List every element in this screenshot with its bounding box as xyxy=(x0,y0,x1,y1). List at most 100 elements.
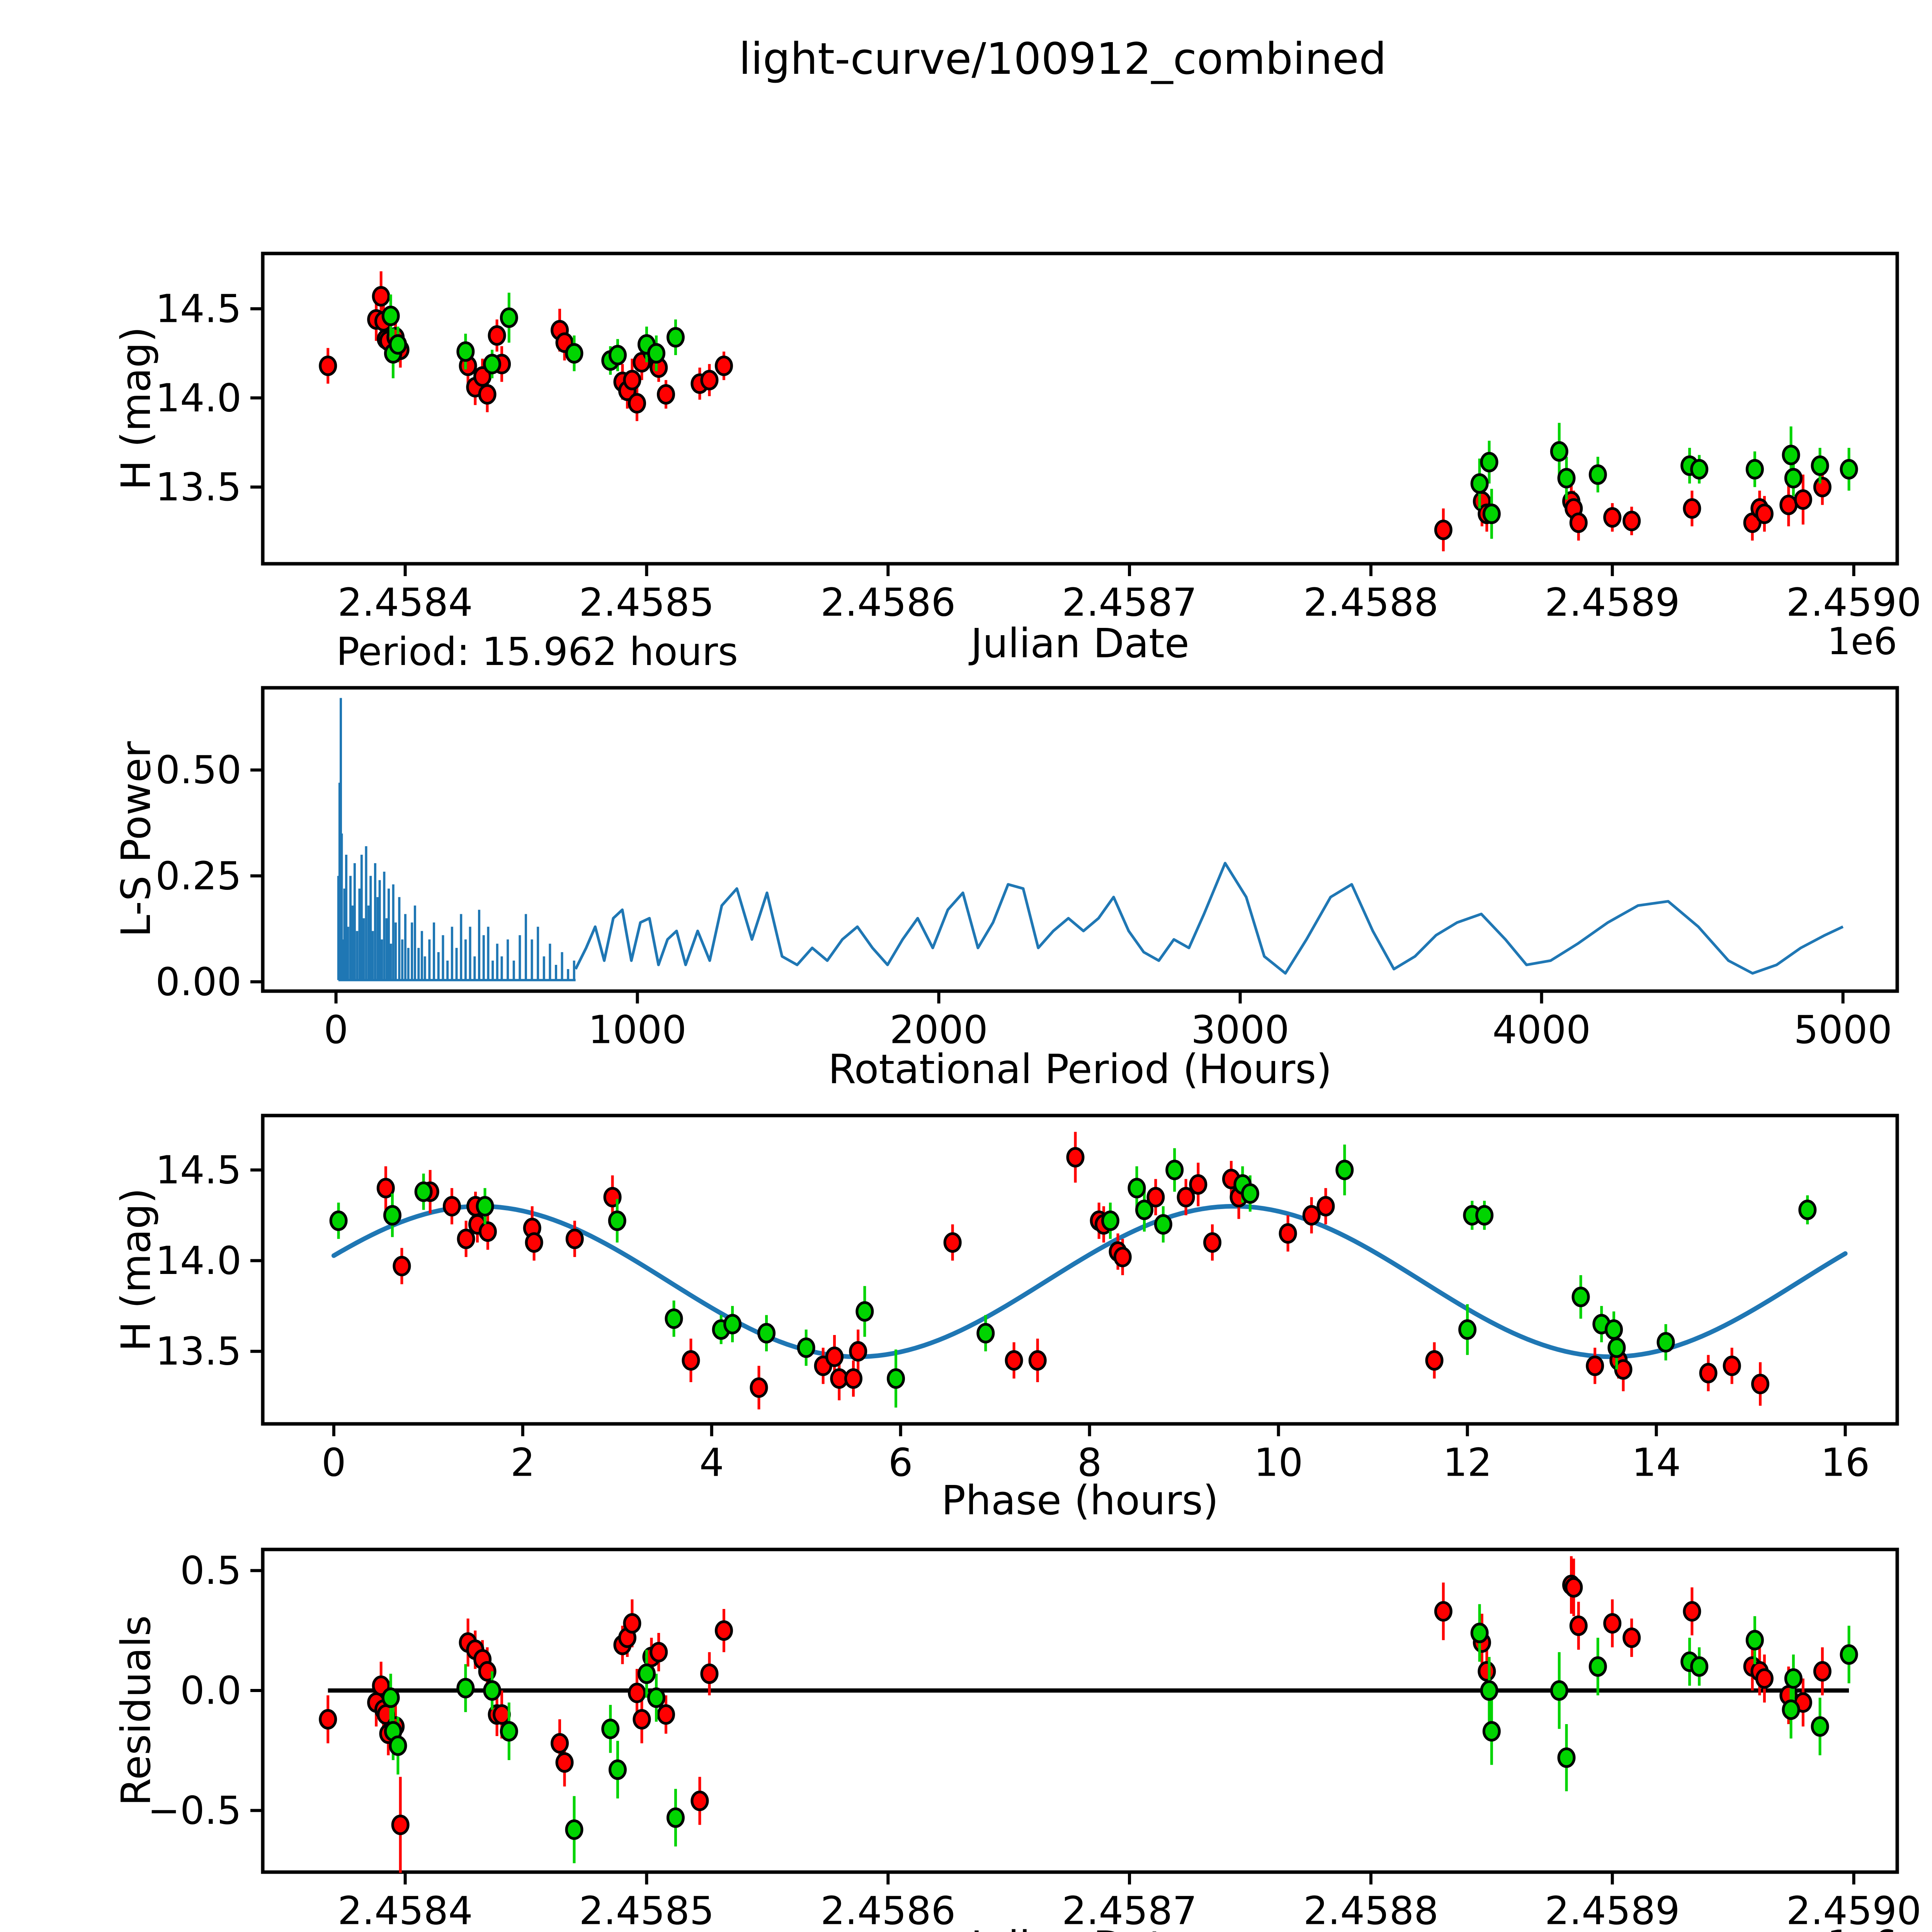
green-filter-data-point xyxy=(500,307,518,328)
axes-spines xyxy=(261,1114,1899,1426)
red-filter-data-point xyxy=(623,370,641,391)
red-filter-data-point xyxy=(376,1178,395,1199)
red-filter-data-point xyxy=(1751,1374,1770,1395)
x-tick-label: 2.4590 xyxy=(1786,580,1922,625)
green-filter-data-point xyxy=(1241,1183,1259,1204)
x-tick-label: 4000 xyxy=(1492,1007,1591,1052)
green-filter-data-point xyxy=(1784,1668,1803,1689)
green-filter-data-point xyxy=(329,1210,348,1231)
x-tick-label: 2000 xyxy=(889,1007,988,1052)
red-filter-data-point xyxy=(555,1752,574,1773)
y-tick-label: 0.50 xyxy=(155,747,242,793)
green-filter-data-point xyxy=(483,1680,502,1701)
axis-offset-1e6-bottom: 1e6 xyxy=(1827,1922,1897,1932)
red-filter-data-point xyxy=(750,1377,768,1398)
x-tick-label: 0 xyxy=(321,1440,346,1485)
x-tick-label: 16 xyxy=(1821,1440,1870,1485)
red-filter-data-point xyxy=(1177,1187,1195,1208)
green-filter-data-point xyxy=(1135,1199,1153,1220)
green-filter-data-point xyxy=(647,343,665,364)
red-filter-data-point xyxy=(525,1232,543,1253)
green-filter-data-point xyxy=(389,334,407,355)
red-filter-data-point xyxy=(1683,498,1701,519)
green-filter-data-point xyxy=(1550,441,1568,462)
green-filter-data-point xyxy=(483,354,502,374)
red-filter-data-point xyxy=(1755,503,1774,524)
red-filter-data-point xyxy=(1113,1247,1132,1267)
y-tick-label: 14.0 xyxy=(155,1238,242,1283)
red-filter-data-point xyxy=(623,1613,641,1634)
green-filter-data-point xyxy=(1335,1160,1354,1180)
x-tick-label: 3000 xyxy=(1191,1007,1289,1052)
red-filter-data-point xyxy=(656,384,675,405)
green-filter-data-point xyxy=(456,1678,475,1699)
red-filter-data-point xyxy=(1683,1601,1701,1622)
red-filter-data-point xyxy=(714,1620,733,1641)
periodogram-spikes xyxy=(337,698,575,980)
red-filter-data-point xyxy=(493,1704,511,1725)
green-filter-data-point xyxy=(1784,468,1803,488)
red-filter-data-point xyxy=(1603,1613,1622,1634)
green-filter-data-point xyxy=(1128,1178,1146,1199)
green-filter-data-point xyxy=(608,1210,626,1231)
y-tick-label: 13.5 xyxy=(155,1329,242,1374)
green-filter-data-point xyxy=(647,1687,665,1708)
red-filter-data-point xyxy=(714,355,733,376)
green-filter-data-point xyxy=(1550,1680,1568,1701)
green-filter-data-point xyxy=(797,1337,815,1358)
red-filter-data-point xyxy=(1813,1661,1832,1682)
green-filter-data-point xyxy=(381,306,400,327)
red-filter-data-point xyxy=(700,370,719,391)
red-filter-data-point xyxy=(1813,477,1832,498)
green-filter-data-point xyxy=(500,1721,518,1742)
x-tick-label: 8 xyxy=(1077,1440,1102,1485)
green-filter-data-point xyxy=(666,327,685,348)
red-filter-data-point xyxy=(1586,1355,1604,1376)
green-filter-data-point xyxy=(976,1323,995,1344)
red-filter-data-point xyxy=(1279,1223,1297,1244)
periodogram-curve xyxy=(574,862,1844,975)
green-filter-data-point xyxy=(665,1308,683,1329)
green-filter-data-point xyxy=(1840,1644,1858,1665)
x-tick-label: 2 xyxy=(510,1440,535,1485)
green-filter-data-point xyxy=(637,1663,656,1684)
green-filter-data-point xyxy=(1840,459,1858,480)
green-filter-data-point xyxy=(414,1181,433,1202)
green-filter-data-point xyxy=(1482,1721,1501,1742)
green-filter-data-point xyxy=(1482,503,1501,524)
green-filter-data-point xyxy=(1588,1656,1607,1677)
red-filter-data-point xyxy=(682,1350,700,1371)
red-filter-data-point xyxy=(372,286,390,307)
green-filter-data-point xyxy=(1557,1747,1576,1768)
x-tick-label: 4 xyxy=(699,1440,724,1485)
y-tick-label: 14.5 xyxy=(155,1147,242,1192)
red-filter-data-point xyxy=(849,1341,867,1362)
red-filter-data-point xyxy=(1028,1350,1047,1371)
red-filter-data-point xyxy=(1723,1355,1741,1376)
red-filter-data-point xyxy=(1565,1577,1583,1598)
green-filter-data-point xyxy=(1571,1286,1590,1307)
y-tick-label: −0.5 xyxy=(148,1788,242,1833)
green-filter-data-point xyxy=(389,1735,407,1756)
red-filter-data-point xyxy=(478,1221,497,1242)
green-filter-data-point xyxy=(565,1819,583,1840)
green-filter-data-point xyxy=(1798,1199,1817,1220)
green-filter-data-point xyxy=(456,341,475,362)
red-filter-data-point xyxy=(1603,507,1622,528)
x-tick-label: 2.4588 xyxy=(1303,1888,1439,1932)
green-filter-data-point xyxy=(1782,444,1800,465)
green-filter-data-point xyxy=(1656,1332,1675,1353)
red-filter-data-point xyxy=(1699,1363,1718,1384)
axes-spines xyxy=(261,1548,1899,1874)
axes-spines xyxy=(261,686,1899,993)
red-filter-data-point xyxy=(1434,519,1452,540)
x-tick-label: 2.4586 xyxy=(820,580,956,625)
red-filter-data-point xyxy=(319,355,337,376)
periodogram-title: Period: 15.962 hours xyxy=(336,629,738,674)
y-tick-label: 0.00 xyxy=(155,959,242,1004)
y-tick-label: 0.25 xyxy=(155,853,242,898)
x-tick-label: 1000 xyxy=(588,1007,687,1052)
panel-phase-curve: 0 2 4 6 8 10 12 14 16 13.5 14.0 14.5 xyxy=(155,1114,1899,1485)
x-tick-label: 2.4585 xyxy=(579,1888,714,1932)
